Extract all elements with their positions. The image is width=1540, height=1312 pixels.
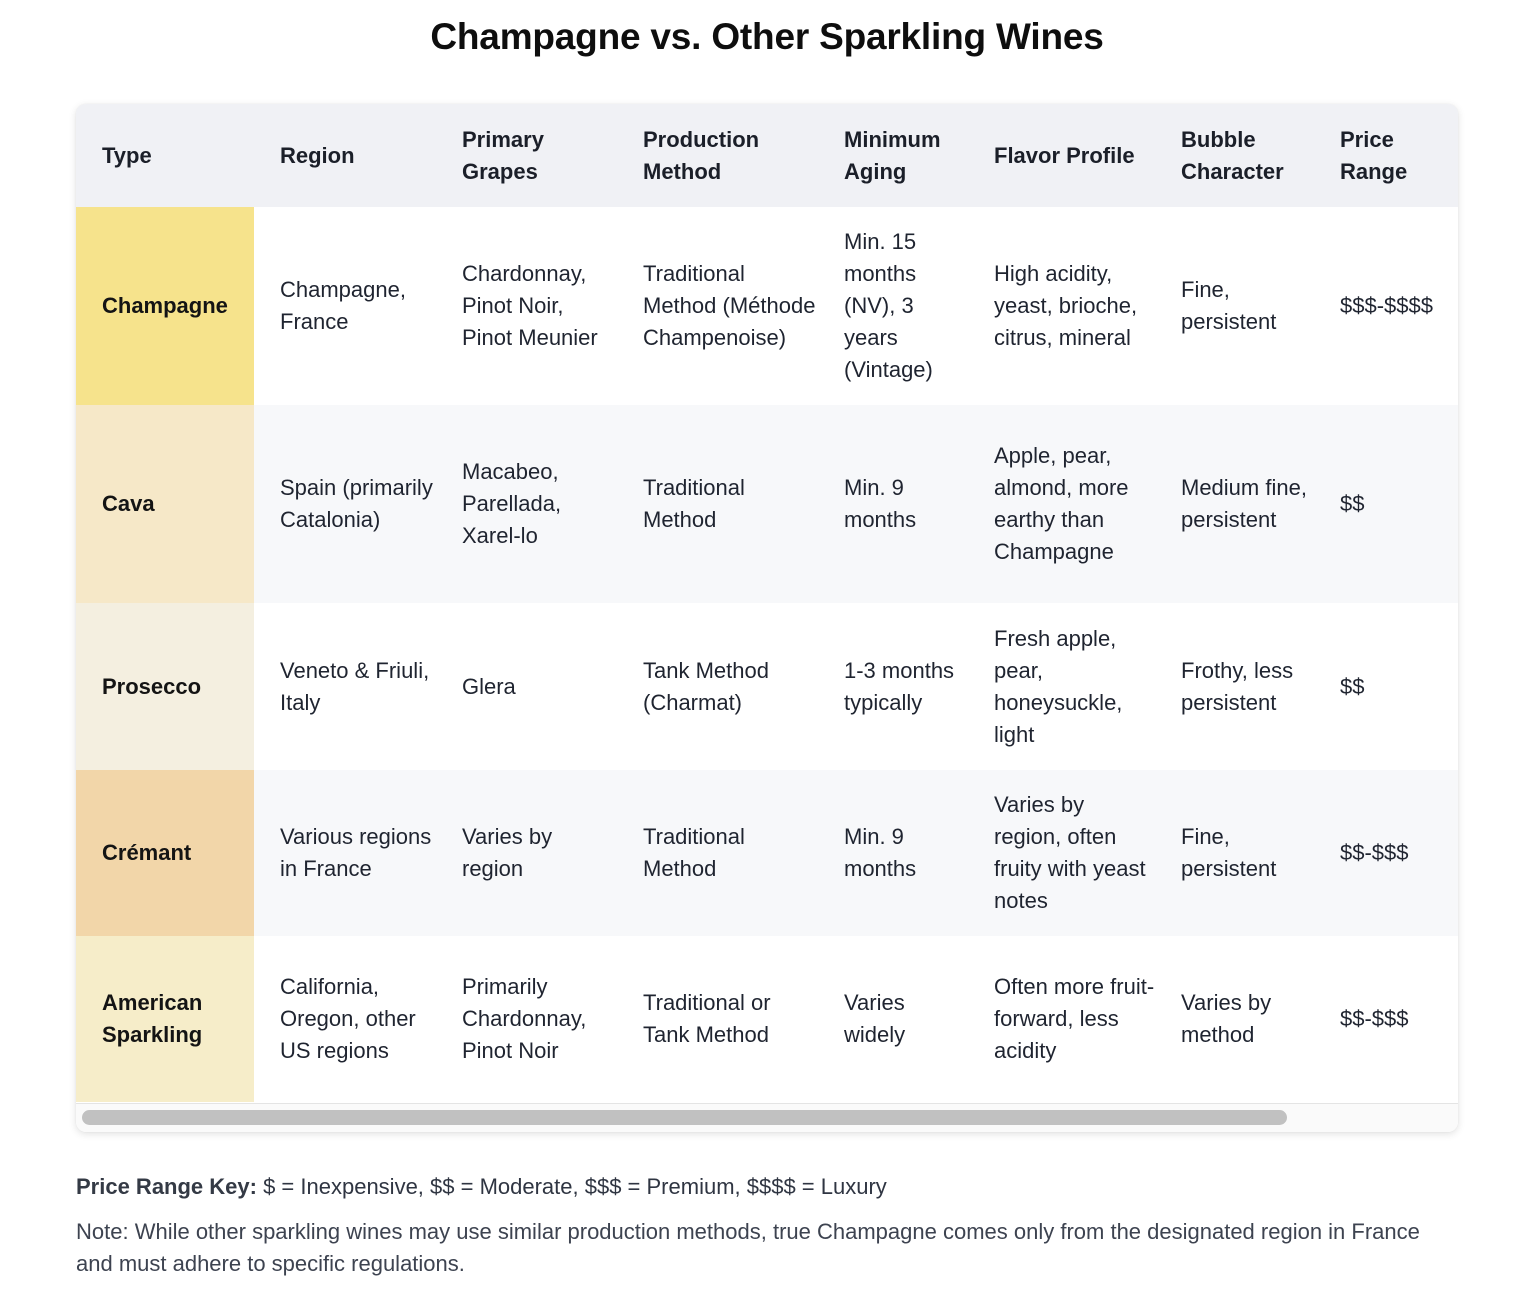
cell-region: Veneto & Friuli, Italy (254, 603, 436, 770)
cell-flavor-profile: Varies by region, often fruity with yeas… (968, 770, 1155, 936)
cell-production-method: Traditional Method (617, 770, 818, 936)
cell-bubble-character: Fine, persistent (1155, 770, 1314, 936)
cell-flavor-profile: Often more fruit-forward, less acidity (968, 936, 1155, 1102)
cell-region: California, Oregon, other US regions (254, 936, 436, 1102)
cell-minimum-aging: Min. 9 months (818, 770, 968, 936)
cell-bubble-character: Fine, persistent (1155, 207, 1314, 405)
cell-primary-grapes: Varies by region (436, 770, 617, 936)
table-row: Crémant Various regions in France Varies… (76, 770, 1458, 936)
table-row: Cava Spain (primarily Catalonia) Macabeo… (76, 405, 1458, 603)
cell-production-method: Tank Method (Charmat) (617, 603, 818, 770)
table-header-row: Type Region Primary Grapes Production Me… (76, 104, 1458, 207)
footnote: Note: While other sparkling wines may us… (76, 1219, 1420, 1276)
cell-flavor-profile: Apple, pear, almond, more earthy than Ch… (968, 405, 1155, 603)
cell-bubble-character: Frothy, less persistent (1155, 603, 1314, 770)
table-row: American Sparkling California, Oregon, o… (76, 936, 1458, 1102)
header-flavor-profile: Flavor Profile (968, 104, 1155, 207)
cell-production-method: Traditional or Tank Method (617, 936, 818, 1102)
cell-minimum-aging: Varies widely (818, 936, 968, 1102)
cell-primary-grapes: Primarily Chardonnay, Pinot Noir (436, 936, 617, 1102)
scrollbar-thumb[interactable] (82, 1110, 1287, 1125)
header-bubble-character: Bubble Character (1155, 104, 1314, 207)
cell-region: Spain (primarily Catalonia) (254, 405, 436, 603)
table-row: Prosecco Veneto & Friuli, Italy Glera Ta… (76, 603, 1458, 770)
cell-price-range: $$-$$$ (1314, 936, 1458, 1102)
cell-bubble-character: Medium fine, persistent (1155, 405, 1314, 603)
cell-flavor-profile: Fresh apple, pear, honeysuckle, light (968, 603, 1155, 770)
header-production-method: Production Method (617, 104, 818, 207)
cell-region: Various regions in France (254, 770, 436, 936)
cell-type: American Sparkling (76, 936, 254, 1102)
cell-price-range: $$$-$$$$ (1314, 207, 1458, 405)
header-minimum-aging: Minimum Aging (818, 104, 968, 207)
cell-primary-grapes: Macabeo, Parellada, Xarel-lo (436, 405, 617, 603)
price-range-key: Price Range Key: $ = Inexpensive, $$ = M… (76, 1170, 887, 1204)
page-title: Champagne vs. Other Sparkling Wines (430, 16, 1104, 57)
cell-primary-grapes: Glera (436, 603, 617, 770)
cell-minimum-aging: 1-3 months typically (818, 603, 968, 770)
cell-price-range: $$ (1314, 405, 1458, 603)
cell-region: Champagne, France (254, 207, 436, 405)
cell-bubble-character: Varies by method (1155, 936, 1314, 1102)
horizontal-scrollbar[interactable] (76, 1103, 1458, 1132)
header-primary-grapes: Primary Grapes (436, 104, 617, 207)
comparison-table-container: Type Region Primary Grapes Production Me… (76, 104, 1458, 1132)
cell-minimum-aging: Min. 9 months (818, 405, 968, 603)
cell-price-range: $$-$$$ (1314, 770, 1458, 936)
cell-flavor-profile: High acidity, yeast, brioche, citrus, mi… (968, 207, 1155, 405)
header-price-range: Price Range (1314, 104, 1458, 207)
header-type: Type (76, 104, 254, 207)
cell-type: Cava (76, 405, 254, 603)
price-key-text: $ = Inexpensive, $$ = Moderate, $$$ = Pr… (256, 1174, 887, 1199)
cell-type: Champagne (76, 207, 254, 405)
price-key-label: Price Range Key: (76, 1174, 257, 1199)
cell-production-method: Traditional Method (617, 405, 818, 603)
cell-price-range: $$ (1314, 603, 1458, 770)
table-row: Champagne Champagne, France Chardonnay, … (76, 207, 1458, 405)
cell-type: Prosecco (76, 603, 254, 770)
header-region: Region (254, 104, 436, 207)
cell-minimum-aging: Min. 15 months (NV), 3 years (Vintage) (818, 207, 968, 405)
cell-production-method: Traditional Method (Méthode Champenoise) (617, 207, 818, 405)
cell-type: Crémant (76, 770, 254, 936)
cell-primary-grapes: Chardonnay, Pinot Noir, Pinot Meunier (436, 207, 617, 405)
comparison-table: Type Region Primary Grapes Production Me… (76, 104, 1458, 1102)
